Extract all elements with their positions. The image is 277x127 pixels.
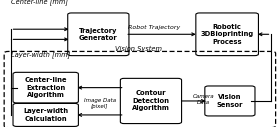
Text: Layer-width [mm]: Layer-width [mm]: [11, 51, 70, 58]
FancyBboxPatch shape: [13, 72, 78, 103]
FancyBboxPatch shape: [13, 103, 78, 126]
Text: Center-line [mm]: Center-line [mm]: [11, 0, 68, 5]
Text: Robotic
3DBioprinting
Process: Robotic 3DBioprinting Process: [201, 24, 254, 45]
FancyBboxPatch shape: [68, 13, 129, 56]
Text: Vision System: Vision System: [115, 46, 162, 52]
FancyBboxPatch shape: [120, 78, 182, 124]
FancyBboxPatch shape: [196, 13, 258, 56]
Text: Center-line
Extraction
Algorithm: Center-line Extraction Algorithm: [24, 77, 67, 98]
Text: Layer-width
Calculation: Layer-width Calculation: [23, 108, 68, 122]
Text: Vision
Sensor: Vision Sensor: [217, 94, 243, 108]
Text: Camera
Data: Camera Data: [193, 94, 215, 105]
Text: Trajectory
Generator: Trajectory Generator: [79, 28, 118, 41]
Text: Robot Trajectory: Robot Trajectory: [128, 26, 181, 30]
FancyBboxPatch shape: [205, 86, 255, 116]
Text: Image Data
[pixel]: Image Data [pixel]: [84, 98, 116, 109]
Text: Contour
Detection
Algorithm: Contour Detection Algorithm: [132, 90, 170, 112]
